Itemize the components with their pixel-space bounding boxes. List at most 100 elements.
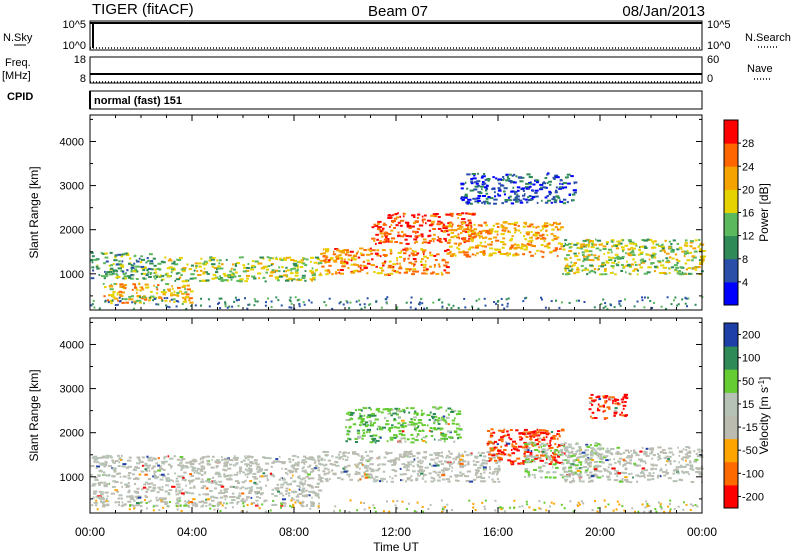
echo-cell <box>190 273 195 276</box>
echo-cell <box>472 213 476 216</box>
echo-cell <box>515 253 520 256</box>
echo-cell <box>675 266 678 269</box>
colorbar-segment <box>724 438 738 463</box>
echo-cell <box>441 434 445 437</box>
echo-cell <box>302 301 305 304</box>
echo-cell <box>580 467 583 470</box>
echo-cell <box>433 438 436 441</box>
echo-cell <box>390 224 393 227</box>
echo-cell <box>522 194 526 197</box>
echo-cell <box>446 454 449 457</box>
echo-cell <box>397 212 399 215</box>
echo-cell <box>479 235 483 238</box>
echo-cell <box>604 505 607 508</box>
echo-cell <box>390 459 394 462</box>
echo-cell <box>586 474 590 477</box>
echo-cell <box>429 503 432 506</box>
echo-cell <box>583 269 586 271</box>
echo-cell <box>666 259 670 262</box>
echo-cell <box>340 261 345 264</box>
echo-cell <box>503 510 506 513</box>
echo-cell <box>698 263 704 266</box>
echo-cell <box>529 239 534 242</box>
echo-cell <box>359 478 362 481</box>
echo-cell <box>412 422 415 425</box>
echo-cell <box>493 440 498 443</box>
echo-cell <box>91 261 94 264</box>
echo-cell <box>463 253 467 256</box>
echo-cell <box>492 471 495 474</box>
echo-cell <box>496 452 499 455</box>
echo-cell <box>201 279 204 282</box>
echo-cell <box>357 250 359 253</box>
echo-cell <box>484 186 488 189</box>
echo-cell <box>343 470 348 473</box>
echo-cell <box>118 494 123 497</box>
echo-cell <box>650 262 655 264</box>
echo-cell <box>116 480 119 483</box>
echo-cell <box>338 451 342 454</box>
echo-cell <box>511 443 514 446</box>
echo-cell <box>548 458 551 461</box>
echo-cell <box>617 452 621 455</box>
echo-cell <box>422 218 426 221</box>
echo-cell <box>232 275 237 278</box>
echo-cell <box>318 476 322 479</box>
echo-cell <box>610 448 615 450</box>
echo-cell <box>603 263 606 266</box>
echo-cell <box>548 445 551 447</box>
echo-cell <box>617 243 621 246</box>
echo-cell <box>496 226 500 228</box>
echo-cell <box>401 419 405 422</box>
echo-cell <box>378 463 381 466</box>
echo-cell <box>398 407 401 410</box>
echo-cell <box>643 473 646 476</box>
echo-cell <box>314 494 319 497</box>
echo-cell <box>399 256 403 258</box>
echo-cell <box>179 504 182 507</box>
echo-cell <box>224 301 227 304</box>
echo-cell <box>453 431 458 433</box>
echo-cell <box>543 181 545 184</box>
echo-cell <box>370 470 375 473</box>
panel-frame <box>89 317 703 514</box>
echo-cell <box>589 453 594 455</box>
echo-cell <box>159 474 162 477</box>
echo-cell <box>131 504 134 507</box>
echo-cell <box>491 229 494 232</box>
echo-cell <box>672 472 676 475</box>
echo-cell <box>235 462 239 465</box>
echo-cell <box>500 226 503 228</box>
echo-cell <box>381 249 386 252</box>
echo-cell <box>455 475 458 478</box>
echo-cell <box>338 302 341 305</box>
echo-cell <box>452 253 456 256</box>
echo-cell <box>381 463 384 466</box>
echo-cell <box>109 456 113 459</box>
echo-cell <box>620 239 623 242</box>
echo-cell <box>484 236 488 239</box>
echo-cell <box>211 265 214 268</box>
echo-cell <box>404 247 409 250</box>
echo-cell <box>614 472 618 475</box>
echo-cell <box>347 452 350 454</box>
echo-cell <box>444 249 448 252</box>
echo-cell <box>236 262 240 265</box>
echo-cell <box>116 303 119 306</box>
echo-cell <box>481 459 486 462</box>
echo-cell <box>598 405 603 408</box>
echo-cell <box>405 469 410 472</box>
echo-cell <box>319 463 324 466</box>
echo-cell <box>422 253 425 256</box>
echo-cell <box>256 496 259 498</box>
echo-cell <box>524 442 527 445</box>
echo-cell <box>484 241 486 244</box>
echo-cell <box>127 474 131 477</box>
echo-cell <box>417 419 423 421</box>
echo-cell <box>193 485 196 488</box>
echo-cell <box>118 461 121 464</box>
echo-cell <box>485 189 488 192</box>
echo-cell <box>94 259 98 261</box>
echo-cell <box>129 298 134 301</box>
echo-cell <box>263 500 266 503</box>
